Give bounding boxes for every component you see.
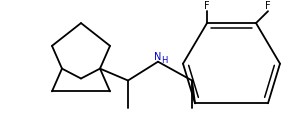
Text: H: H [162, 56, 168, 65]
Text: F: F [204, 1, 210, 11]
Text: N: N [154, 51, 162, 61]
Text: F: F [265, 1, 271, 11]
